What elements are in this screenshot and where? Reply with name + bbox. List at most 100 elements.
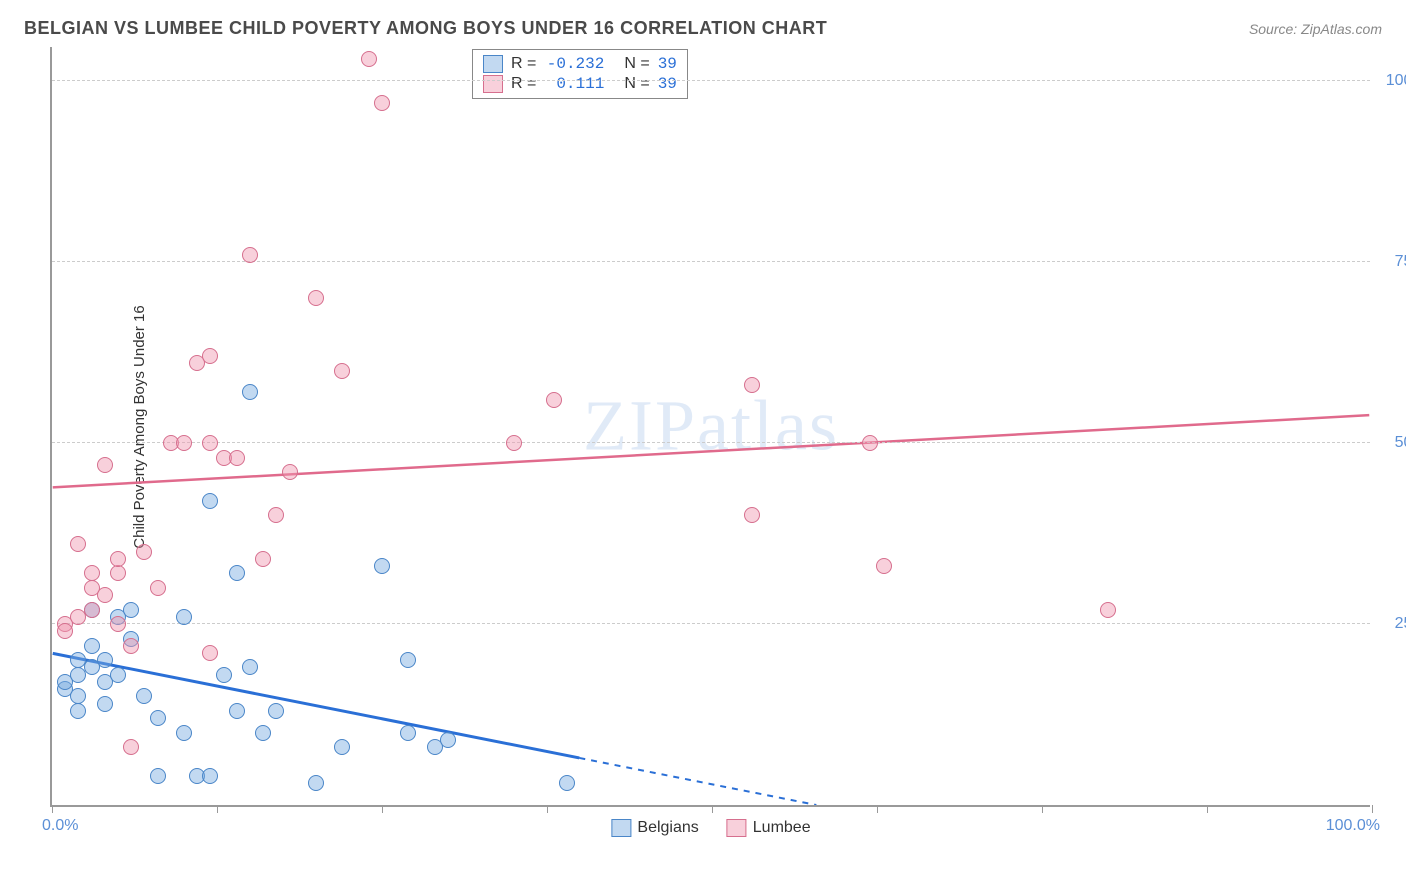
data-point <box>862 435 878 451</box>
data-point <box>229 703 245 719</box>
x-tick <box>217 805 218 813</box>
y-tick-label: 75.0% <box>1395 253 1406 271</box>
data-point <box>334 739 350 755</box>
data-point <box>84 602 100 618</box>
n-label: N = <box>624 55 649 73</box>
gridline <box>52 623 1370 624</box>
data-point <box>242 659 258 675</box>
series-legend: Belgians Lumbee <box>611 819 810 837</box>
data-point <box>110 616 126 632</box>
data-point <box>123 638 139 654</box>
x-tick <box>712 805 713 813</box>
r-label: R = <box>511 75 536 93</box>
correlation-legend: R = -0.232 N = 39 R = 0.111 N = 39 <box>472 49 688 99</box>
data-point <box>282 464 298 480</box>
data-point <box>216 667 232 683</box>
data-point <box>70 703 86 719</box>
data-point <box>176 609 192 625</box>
data-point <box>70 536 86 552</box>
legend-row-belgians: R = -0.232 N = 39 <box>483 54 677 74</box>
data-point <box>136 544 152 560</box>
y-tick-label: 100.0% <box>1386 72 1406 90</box>
gridline <box>52 442 1370 443</box>
data-point <box>374 558 390 574</box>
data-point <box>202 645 218 661</box>
r-value-belgians: -0.232 <box>544 55 604 73</box>
x-axis-min-label: 0.0% <box>42 817 78 835</box>
legend-item-lumbee: Lumbee <box>727 819 811 837</box>
data-point <box>876 558 892 574</box>
data-point <box>255 551 271 567</box>
data-point <box>176 725 192 741</box>
data-point <box>136 688 152 704</box>
data-point <box>1100 602 1116 618</box>
data-point <box>150 768 166 784</box>
data-point <box>202 348 218 364</box>
data-point <box>84 638 100 654</box>
data-point <box>506 435 522 451</box>
r-value-lumbee: 0.111 <box>544 75 604 93</box>
data-point <box>57 623 73 639</box>
data-point <box>744 377 760 393</box>
legend-label-lumbee: Lumbee <box>753 819 811 837</box>
data-point <box>308 775 324 791</box>
trend-lines <box>52 47 1370 805</box>
data-point <box>268 507 284 523</box>
n-value-lumbee: 39 <box>658 75 677 93</box>
data-point <box>229 450 245 466</box>
data-point <box>97 587 113 603</box>
data-point <box>176 435 192 451</box>
source-attribution: Source: ZipAtlas.com <box>1249 21 1382 37</box>
data-point <box>268 703 284 719</box>
gridline <box>52 80 1370 81</box>
x-tick <box>1372 805 1373 813</box>
data-point <box>242 247 258 263</box>
data-point <box>110 667 126 683</box>
data-point <box>242 384 258 400</box>
data-point <box>150 710 166 726</box>
x-tick <box>1207 805 1208 813</box>
x-tick <box>877 805 878 813</box>
x-tick <box>1042 805 1043 813</box>
data-point <box>255 725 271 741</box>
swatch-lumbee <box>727 819 747 837</box>
x-tick <box>382 805 383 813</box>
data-point <box>110 551 126 567</box>
data-point <box>744 507 760 523</box>
x-axis-max-label: 100.0% <box>1326 817 1380 835</box>
data-point <box>202 493 218 509</box>
data-point <box>202 435 218 451</box>
data-point <box>97 457 113 473</box>
data-point <box>84 565 100 581</box>
data-point <box>97 652 113 668</box>
data-point <box>123 739 139 755</box>
swatch-belgians <box>611 819 631 837</box>
scatter-plot: ZIPatlas R = -0.232 N = 39 R = 0.111 N =… <box>50 47 1370 807</box>
n-label: N = <box>624 75 649 93</box>
y-tick-label: 25.0% <box>1395 615 1406 633</box>
swatch-lumbee <box>483 75 503 93</box>
x-tick <box>52 805 53 813</box>
swatch-belgians <box>483 55 503 73</box>
legend-item-belgians: Belgians <box>611 819 698 837</box>
y-tick-label: 50.0% <box>1395 434 1406 452</box>
data-point <box>229 565 245 581</box>
x-tick <box>547 805 548 813</box>
legend-row-lumbee: R = 0.111 N = 39 <box>483 74 677 94</box>
data-point <box>150 580 166 596</box>
chart-header: BELGIAN VS LUMBEE CHILD POVERTY AMONG BO… <box>0 0 1406 47</box>
data-point <box>202 768 218 784</box>
data-point <box>123 602 139 618</box>
data-point <box>400 725 416 741</box>
n-value-belgians: 39 <box>658 55 677 73</box>
watermark: ZIPatlas <box>583 385 839 468</box>
data-point <box>361 51 377 67</box>
data-point <box>374 95 390 111</box>
chart-area: Child Poverty Among Boys Under 16 ZIPatl… <box>50 47 1386 807</box>
data-point <box>559 775 575 791</box>
data-point <box>440 732 456 748</box>
data-point <box>97 696 113 712</box>
data-point <box>546 392 562 408</box>
chart-title: BELGIAN VS LUMBEE CHILD POVERTY AMONG BO… <box>24 18 827 39</box>
data-point <box>110 565 126 581</box>
